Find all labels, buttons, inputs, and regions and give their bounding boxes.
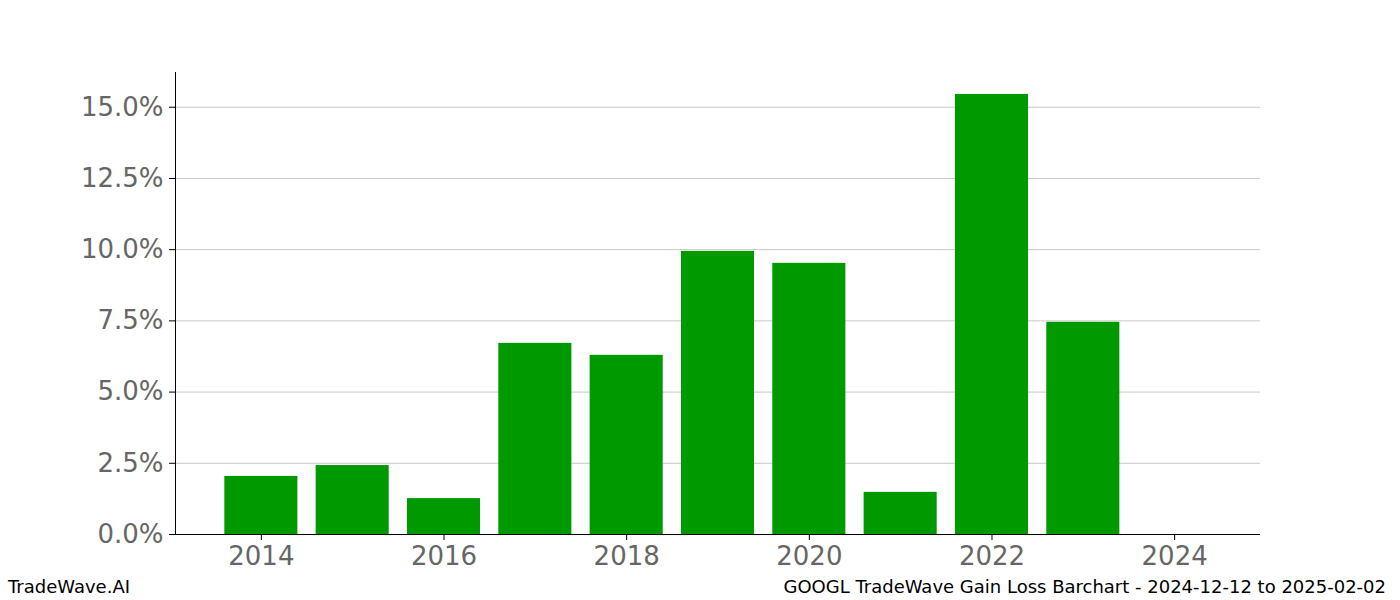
svg-text:2022: 2022 [959, 541, 1025, 570]
svg-text:10.0%: 10.0% [81, 234, 164, 264]
svg-text:7.5%: 7.5% [97, 305, 163, 335]
html-text:TradeWave.AI: TradeWave.AI [8, 576, 130, 597]
svg-text:5.0%: 5.0% [97, 376, 163, 406]
svg-text:12.5%: 12.5% [81, 163, 164, 193]
svg-text:2024: 2024 [1142, 541, 1208, 570]
svg-text:2018: 2018 [594, 541, 660, 570]
svg-text:2014: 2014 [228, 541, 294, 570]
svg-text:2016: 2016 [411, 541, 477, 570]
svg-text:2020: 2020 [776, 541, 842, 570]
svg-text:15.0%: 15.0% [81, 92, 164, 122]
svg-text:0.0%: 0.0% [97, 519, 163, 549]
svg-text:2.5%: 2.5% [97, 448, 163, 478]
html-text:GOOGL TradeWave Gain Loss Barc: GOOGL TradeWave Gain Loss Barchart - 202… [783, 576, 1386, 597]
